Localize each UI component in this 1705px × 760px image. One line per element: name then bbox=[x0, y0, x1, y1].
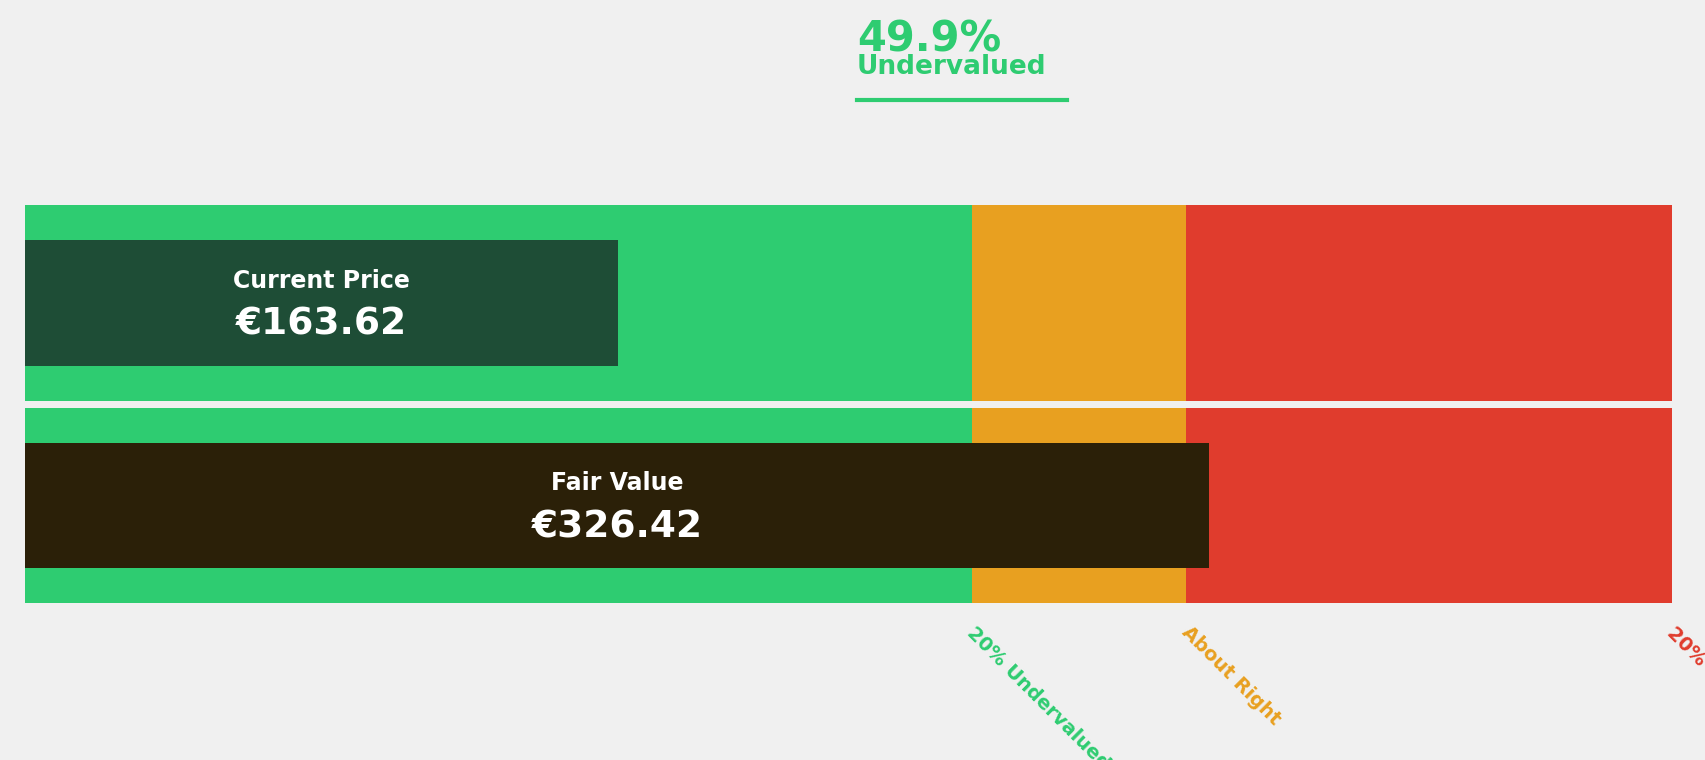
Bar bbox=[972, 407, 1185, 603]
Bar bbox=[26, 205, 972, 401]
Text: 20% Undervalued: 20% Undervalued bbox=[963, 623, 1113, 760]
Bar bbox=[1185, 205, 1671, 401]
Text: €163.62: €163.62 bbox=[235, 307, 407, 343]
Bar bbox=[972, 205, 1185, 401]
Text: Current Price: Current Price bbox=[234, 269, 409, 293]
Text: Undervalued: Undervalued bbox=[856, 54, 1047, 80]
Text: About Right: About Right bbox=[1176, 623, 1284, 730]
Text: 49.9%: 49.9% bbox=[856, 18, 1001, 60]
Bar bbox=[26, 407, 972, 603]
Bar bbox=[1185, 407, 1671, 603]
Bar bbox=[26, 442, 1209, 568]
Text: 20% Overvalued: 20% Overvalued bbox=[1662, 623, 1705, 760]
Text: €326.42: €326.42 bbox=[530, 509, 702, 545]
Bar bbox=[26, 240, 617, 366]
Text: Fair Value: Fair Value bbox=[551, 471, 682, 496]
